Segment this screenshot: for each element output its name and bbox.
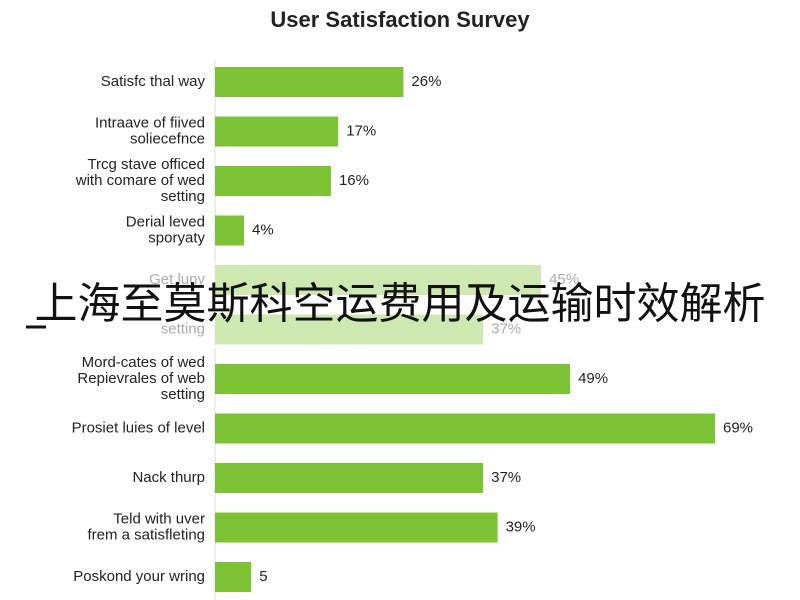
bar	[215, 166, 331, 196]
bar	[215, 116, 339, 147]
category-label: Nack thurp	[132, 469, 205, 486]
bar	[215, 562, 252, 592]
value-label: 4%	[252, 221, 274, 238]
category-label: Prosiet luies of level	[72, 419, 205, 436]
value-label: 17%	[346, 122, 376, 139]
category-label: Derial leved sporyaty	[126, 213, 206, 246]
category-label-line: Trcg stave officed	[87, 156, 205, 173]
bar	[215, 413, 715, 444]
category-label-line: Intraave of fiived	[95, 114, 205, 131]
plot: Satisfc thal way 26% Intraave of fiived sol…	[72, 60, 753, 600]
value-label: 5	[259, 568, 267, 585]
category-label-line: Derial leved	[126, 213, 205, 230]
category-label-line: Prosiet luies of level	[72, 419, 205, 436]
category-label: Trcg stave officed with comare of wed sett…	[75, 156, 205, 205]
bar	[215, 215, 244, 246]
category-label-line: Mord-cates of wed	[82, 354, 205, 371]
value-label: 69%	[723, 419, 753, 436]
value-label: 37%	[491, 469, 521, 486]
category-label: Teld with uver frem a satisfleting	[87, 510, 205, 543]
bar	[215, 364, 571, 394]
caption-band	[0, 262, 800, 348]
category-label: Intraave of fiived soliecefnce	[95, 114, 205, 147]
chart-title: User Satisfaction Survey	[270, 7, 530, 32]
value-label: 39%	[506, 518, 536, 535]
category-label-line: soliecefnce	[130, 130, 205, 147]
category-label-line: setting	[161, 188, 205, 205]
category-label-line: Repievrales of web	[77, 370, 205, 387]
bar	[215, 67, 404, 97]
caption: 上海至莫斯科空运费用及运输时效解析	[35, 280, 766, 330]
category-label: Mord-cates of wed Repievrales of web setti…	[77, 354, 205, 403]
category-label-line: frem a satisfleting	[87, 526, 205, 543]
bar	[215, 512, 498, 543]
category-label-line: sporyaty	[148, 229, 205, 246]
category-label-line: with comare of wed	[75, 172, 205, 189]
value-label: 49%	[578, 370, 608, 387]
category-label: Satisfc thal way	[101, 73, 206, 90]
category-label-line: Teld with uver	[113, 510, 205, 527]
category-label-line: setting	[161, 386, 205, 403]
category-label-line: Nack thurp	[132, 469, 205, 486]
category-label-line: Satisfc thal way	[101, 73, 206, 90]
value-label: 26%	[411, 73, 441, 90]
bar	[215, 463, 484, 493]
category-label-line: Poskond your wring	[73, 568, 205, 585]
category-label: Poskond your wring	[73, 568, 205, 585]
value-label: 16%	[339, 172, 369, 189]
